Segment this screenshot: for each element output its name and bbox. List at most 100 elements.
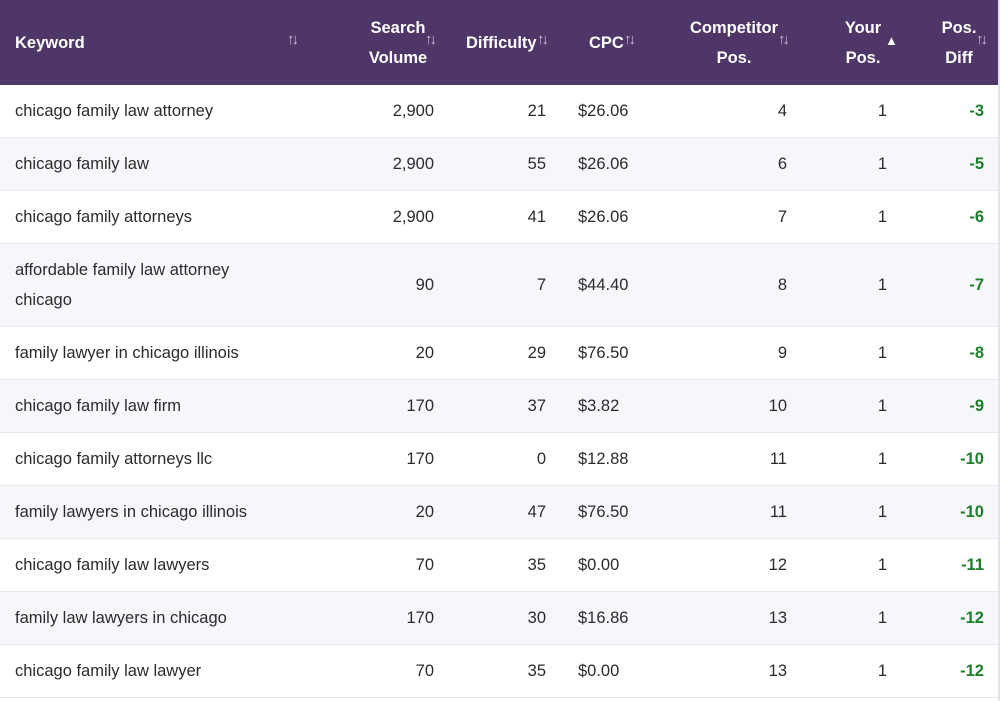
cell-pos-diff: -11 — [961, 555, 984, 574]
cell-cpc: $76.50 — [578, 343, 629, 362]
cell-pos-diff: -12 — [960, 608, 984, 627]
column-header-competitor-pos[interactable]: Competitor Pos. — [684, 0, 784, 85]
sort-updown-icon[interactable]: ↑↓ — [425, 31, 437, 48]
column-label-difficulty: Difficulty — [466, 33, 537, 52]
sort-updown-icon[interactable]: ↑↓ — [624, 31, 636, 48]
cell-cpc: $26.06 — [578, 154, 629, 173]
cell-search-volume: 2,900 — [392, 207, 434, 226]
cell-difficulty: 0 — [536, 449, 546, 468]
cell-cpc: $3.82 — [578, 396, 620, 415]
cell-search-volume: 170 — [406, 449, 434, 468]
cell-keyword: family lawyer in chicago illinois — [15, 344, 239, 362]
cell-search-volume: 70 — [415, 661, 434, 680]
cell-search-volume: 170 — [406, 396, 434, 415]
table-row[interactable]: chicago family law attorney 2,900 21 $26.06… — [0, 85, 1000, 138]
cell-pos-diff: -8 — [969, 343, 984, 362]
cell-search-volume: 2,900 — [392, 154, 434, 173]
cell-cpc: $0.00 — [578, 555, 620, 574]
cell-your-pos: 1 — [877, 661, 887, 680]
cell-search-volume: 2,900 — [392, 101, 434, 120]
table-row[interactable]: chicago family law firm 170 37 $3.82 10 1 -9 — [0, 380, 1000, 433]
cell-competitor-pos: 10 — [768, 396, 787, 415]
cell-your-pos: 1 — [877, 502, 887, 521]
table-row[interactable]: chicago family attorneys 2,900 41 $26.06 7 1 -… — [0, 191, 1000, 244]
cell-cpc: $44.40 — [578, 275, 629, 294]
cell-cpc: $76.50 — [578, 502, 629, 521]
cell-keyword: chicago family law lawyers — [15, 556, 210, 574]
table-row[interactable]: chicago family attorneys llc 170 0 $12.88 11… — [0, 433, 1000, 486]
cell-difficulty: 30 — [527, 608, 546, 627]
sort-updown-icon[interactable]: ↑↓ — [976, 31, 988, 48]
cell-search-volume: 20 — [415, 502, 434, 521]
sort-updown-icon[interactable]: ↑↓ — [287, 31, 299, 48]
cell-your-pos: 1 — [877, 101, 887, 120]
cell-pos-diff: -9 — [969, 396, 984, 415]
cell-cpc: $26.06 — [578, 101, 629, 120]
cell-competitor-pos: 12 — [768, 555, 787, 574]
cell-cpc: $0.00 — [578, 661, 620, 680]
cell-pos-diff: -3 — [969, 101, 984, 120]
cell-your-pos: 1 — [877, 154, 887, 173]
column-label-keyword: Keyword — [15, 33, 85, 52]
cell-keyword: affordable family law attorney chicago — [15, 261, 230, 309]
table-row[interactable]: family lawyers in chicago illinois 20 47 $7… — [0, 486, 1000, 539]
cell-cpc: $26.06 — [578, 207, 629, 226]
table-row[interactable]: family law lawyers in chicago 170 30 $16.86… — [0, 592, 1000, 645]
cell-pos-diff: -12 — [960, 661, 984, 680]
table-row[interactable]: affordable family law attorney chicago 90… — [0, 244, 1000, 327]
cell-competitor-pos: 13 — [768, 608, 787, 627]
cell-keyword: chicago family attorneys — [15, 208, 192, 226]
cell-competitor-pos: 13 — [768, 661, 787, 680]
cell-difficulty: 41 — [527, 207, 546, 226]
cell-difficulty: 55 — [527, 154, 546, 173]
cell-difficulty: 37 — [527, 396, 546, 415]
table-row[interactable]: chicago family law lawyer 70 35 $0.00 13 1 -12 — [0, 645, 1000, 698]
table-row[interactable]: family lawyer in chicago illinois 20 29 $76… — [0, 327, 1000, 380]
cell-search-volume: 20 — [415, 343, 434, 362]
cell-cpc: $16.86 — [578, 608, 629, 627]
column-label-pos-diff: Pos. Diff — [941, 18, 977, 67]
cell-pos-diff: -7 — [969, 275, 984, 294]
sort-asc-triangle-icon[interactable]: ▲ — [885, 33, 898, 48]
sort-updown-icon[interactable]: ↑↓ — [778, 31, 790, 48]
table-row[interactable]: chicago family law 2,900 55 $26.06 6 1 -5 — [0, 138, 1000, 191]
table-header: Keyword ↑↓ Search Volume ↑↓ Difficulty ↑… — [0, 0, 1000, 85]
column-label-cpc: CPC — [589, 33, 624, 52]
cell-keyword: chicago family law firm — [15, 397, 181, 415]
cell-search-volume: 90 — [415, 275, 434, 294]
cell-your-pos: 1 — [877, 608, 887, 627]
cell-keyword: chicago family attorneys llc — [15, 450, 213, 468]
column-label-competitor-pos: Competitor Pos. — [690, 18, 778, 67]
cell-competitor-pos: 9 — [777, 343, 787, 362]
cell-your-pos: 1 — [877, 396, 887, 415]
cell-pos-diff: -6 — [969, 207, 984, 226]
cell-keyword: family law lawyers in chicago — [15, 609, 227, 627]
cell-competitor-pos: 4 — [777, 101, 787, 120]
column-header-difficulty[interactable]: Difficulty — [466, 0, 542, 85]
column-header-cpc[interactable]: CPC — [589, 0, 629, 85]
sort-updown-icon[interactable]: ↑↓ — [537, 31, 549, 48]
column-header-search-volume[interactable]: Search Volume — [355, 0, 441, 85]
cell-your-pos: 1 — [877, 207, 887, 226]
cell-keyword: chicago family law lawyer — [15, 662, 202, 680]
cell-competitor-pos: 11 — [769, 449, 787, 468]
cell-difficulty: 21 — [527, 101, 546, 120]
cell-search-volume: 70 — [415, 555, 434, 574]
cell-difficulty: 47 — [527, 502, 546, 521]
cell-your-pos: 1 — [877, 449, 887, 468]
cell-your-pos: 1 — [877, 343, 887, 362]
cell-competitor-pos: 11 — [769, 502, 787, 521]
cell-pos-diff: -5 — [969, 154, 984, 173]
column-label-your-pos: Your Pos. — [844, 18, 882, 67]
cell-competitor-pos: 7 — [777, 207, 787, 226]
cell-keyword: family lawyers in chicago illinois — [15, 503, 247, 521]
column-header-your-pos[interactable]: Your Pos. — [838, 0, 888, 85]
table-row[interactable]: chicago family law lawyers 70 35 $0.00 12 1 -1… — [0, 539, 1000, 592]
cell-difficulty: 35 — [527, 555, 546, 574]
cell-difficulty: 29 — [527, 343, 546, 362]
column-header-pos-diff[interactable]: Pos. Diff — [937, 0, 981, 85]
column-header-keyword[interactable]: Keyword — [15, 0, 265, 85]
table-scroll-edge — [998, 0, 1000, 701]
cell-your-pos: 1 — [877, 555, 887, 574]
